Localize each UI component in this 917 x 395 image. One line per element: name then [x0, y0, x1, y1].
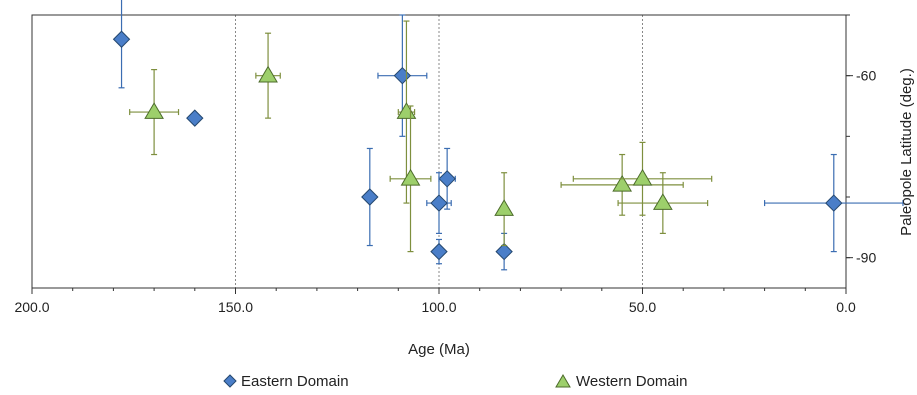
data-point-triangle: [612, 174, 633, 192]
series-western-domain: [129, 20, 713, 253]
data-point-diamond: [430, 194, 448, 212]
data-point-triangle: [144, 102, 164, 119]
data-point-triangle: [652, 193, 673, 210]
legend-diamond-marker: [223, 374, 237, 388]
y-axis-title: Paleopole Latitude (deg.): [898, 68, 915, 236]
x-tick-label: 200.0: [14, 299, 49, 315]
data-point-triangle: [258, 65, 278, 83]
data-point-triangle: [632, 168, 653, 186]
legend-item-eastern: Eastern Domain: [223, 373, 349, 390]
data-point-triangle: [396, 102, 417, 119]
x-tick-label: 100.0: [421, 299, 456, 315]
legend-item-western: Western Domain: [555, 373, 687, 390]
data-series: [112, 0, 904, 271]
data-point-diamond: [825, 194, 843, 212]
legend-triangle-marker: [555, 374, 571, 388]
data-point-triangle: [400, 168, 421, 186]
data-point-diamond: [186, 109, 204, 127]
data-point-diamond: [361, 188, 379, 206]
data-point-diamond: [112, 30, 131, 48]
y-tick-label: -90: [856, 250, 876, 266]
axis-ticks: 200.0 150.0 100.0 50.0 0.0 -60 -90: [14, 14, 876, 315]
data-point-diamond: [393, 66, 412, 85]
series-eastern-domain: [112, 0, 904, 271]
x-tick-label: 50.0: [629, 299, 656, 315]
x-tick-label: 150.0: [218, 299, 253, 315]
y-tick-label: -60: [856, 68, 876, 84]
data-point-diamond: [495, 242, 513, 261]
x-axis-title: Age (Ma): [408, 341, 470, 358]
data-point-diamond: [430, 242, 448, 261]
legend-label-western: Western Domain: [576, 373, 687, 390]
legend: Eastern Domain Western Domain: [223, 373, 687, 390]
x-tick-label: 0.0: [836, 299, 856, 315]
legend-label-eastern: Eastern Domain: [241, 373, 349, 390]
data-point-diamond: [438, 170, 456, 188]
data-point-triangle: [494, 199, 514, 216]
